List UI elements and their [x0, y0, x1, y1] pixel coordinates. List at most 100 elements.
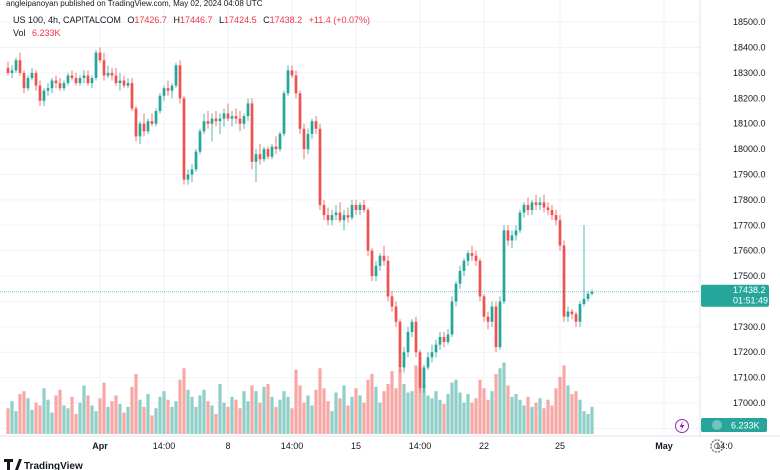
candle-body	[562, 245, 566, 317]
time-tick-label: 25	[555, 441, 565, 451]
candle	[118, 72, 122, 91]
candle	[222, 108, 226, 127]
candle-body	[382, 255, 386, 261]
candle	[430, 344, 434, 363]
candle-body	[406, 331, 410, 353]
candle	[202, 113, 206, 134]
candle-body	[290, 70, 294, 76]
candle-body	[194, 151, 198, 170]
candle-body	[250, 103, 254, 162]
candle	[162, 85, 166, 101]
candle-body	[306, 133, 310, 150]
volume-bar	[170, 406, 174, 434]
volume-bar	[530, 406, 534, 434]
volume-bar	[522, 405, 526, 434]
candle-body	[166, 88, 170, 91]
candle	[490, 301, 494, 327]
last-price-badge-bg	[701, 284, 769, 307]
candle-body	[26, 78, 30, 89]
volume-bar	[154, 408, 158, 434]
candle	[266, 146, 270, 160]
candle-body	[86, 75, 90, 84]
volume-bar	[114, 395, 118, 434]
volume-bar	[582, 411, 586, 434]
candle-body	[146, 121, 150, 132]
candle-body	[486, 316, 490, 322]
candle-body	[310, 121, 314, 134]
volume-bar	[334, 392, 338, 434]
candle	[478, 258, 482, 302]
candle-body	[378, 255, 382, 266]
candle	[254, 149, 258, 183]
volume-bar	[78, 402, 82, 434]
bar-countdown: 01:51:49	[733, 296, 768, 306]
candle	[526, 197, 530, 216]
candle-body	[450, 301, 454, 335]
candle	[198, 128, 202, 155]
footer-brand: TradingView	[24, 461, 83, 470]
volume-bar	[14, 411, 18, 434]
volume-bar	[514, 394, 518, 434]
volume-bar	[422, 385, 426, 434]
price-tick-label: 17100.0	[733, 373, 766, 383]
volume-bar	[506, 385, 510, 434]
price-axis-panel[interactable]	[700, 0, 780, 470]
candle-body	[170, 85, 174, 91]
candle-body	[14, 60, 18, 71]
volume-bar	[558, 376, 562, 434]
candle	[122, 75, 126, 89]
candle	[10, 65, 14, 79]
volume-bar	[254, 391, 258, 434]
candle-body	[134, 108, 138, 137]
candle-body	[526, 204, 530, 211]
candle-body	[98, 52, 102, 61]
candle-body	[266, 149, 270, 157]
candle	[154, 108, 158, 127]
candle	[326, 207, 330, 226]
candle-body	[410, 321, 414, 332]
volume-bar	[86, 395, 90, 434]
candle	[174, 62, 178, 89]
candle-body	[474, 255, 478, 261]
candle	[446, 329, 450, 345]
volume-bar	[130, 386, 134, 434]
candle	[114, 67, 118, 86]
volume-bar	[6, 408, 10, 434]
candle	[54, 75, 58, 89]
candle-body	[54, 80, 58, 84]
price-candles	[6, 47, 594, 393]
candle-body	[546, 207, 550, 211]
volume-bar	[30, 409, 34, 434]
candle	[206, 111, 210, 129]
candle	[246, 98, 250, 122]
volume-bar	[238, 408, 242, 434]
volume-bar	[526, 396, 530, 434]
volume-bar	[450, 382, 454, 434]
volume-bar	[466, 394, 470, 434]
candle-body	[538, 202, 542, 205]
candle-body	[82, 75, 86, 79]
lightning-icon[interactable]	[675, 419, 689, 433]
volume-bar	[298, 385, 302, 434]
volume-bar	[18, 394, 22, 434]
candle	[170, 83, 174, 99]
candle-body	[490, 306, 494, 322]
candle	[214, 111, 218, 127]
candle	[226, 103, 230, 122]
volume-bar	[190, 396, 194, 434]
candle	[46, 83, 50, 96]
settings-gear-icon[interactable]	[710, 439, 724, 453]
candle	[486, 311, 490, 330]
candle	[338, 202, 342, 223]
time-tick-label: 22	[479, 441, 489, 451]
legend-c-label: C	[263, 15, 270, 25]
volume-bar	[262, 386, 266, 434]
candle	[550, 204, 554, 221]
candle-body	[438, 336, 442, 345]
volume-bar	[494, 374, 498, 434]
candle	[582, 225, 586, 307]
legend-h-label: H	[173, 15, 180, 25]
candle	[334, 204, 338, 221]
candle-body	[442, 336, 446, 343]
